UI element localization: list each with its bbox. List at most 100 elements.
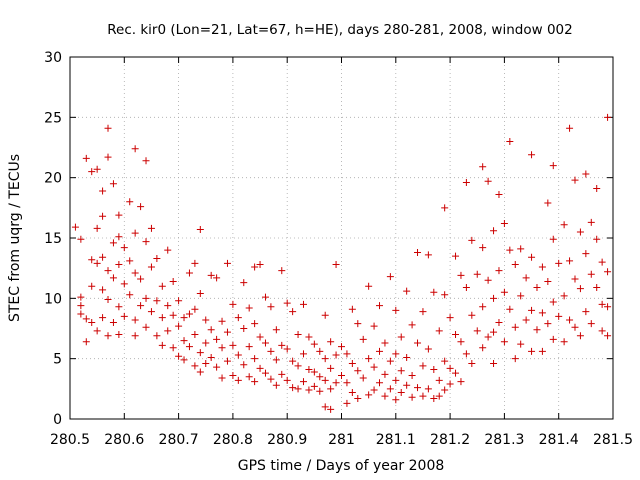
data-point [484, 177, 492, 185]
data-point [414, 384, 422, 392]
data-point [528, 151, 536, 159]
data-point [234, 351, 242, 359]
data-point [104, 296, 112, 304]
data-point [147, 263, 155, 271]
data-point [175, 352, 183, 360]
data-point [452, 252, 460, 260]
data-point [479, 303, 487, 311]
data-point [490, 294, 498, 302]
data-point [327, 405, 335, 413]
data-point [441, 386, 449, 394]
data-point [533, 283, 541, 291]
data-point [267, 303, 275, 311]
data-point [462, 178, 470, 186]
data-point [272, 326, 280, 334]
data-point [462, 283, 470, 291]
data-point [131, 269, 139, 277]
x-axis-label: GPS time / Days of year 2008 [238, 458, 445, 474]
data-point [245, 343, 253, 351]
data-point [338, 372, 345, 380]
data-point [256, 261, 264, 269]
data-point [376, 347, 384, 355]
data-point [555, 259, 563, 267]
data-point [343, 350, 351, 358]
data-point [511, 323, 519, 331]
data-point [251, 378, 259, 386]
data-point [538, 309, 546, 317]
data-point [283, 299, 291, 307]
data-point [218, 374, 226, 382]
data-point [321, 311, 329, 319]
data-point [202, 359, 210, 367]
data-point [299, 378, 307, 386]
data-point [566, 124, 574, 132]
data-point [218, 317, 226, 325]
data-point [104, 124, 112, 132]
data-point [435, 327, 443, 335]
data-point [289, 357, 297, 365]
data-point [153, 255, 161, 263]
data-point [598, 327, 606, 335]
data-point [278, 267, 286, 275]
data-point [430, 366, 438, 374]
data-point [479, 344, 487, 352]
data-point [435, 392, 443, 400]
data-point [522, 316, 530, 324]
data-point [381, 370, 389, 378]
data-point [576, 285, 584, 293]
data-point [327, 385, 335, 393]
data-point [213, 363, 221, 371]
data-point [359, 374, 367, 382]
data-point [370, 386, 378, 394]
data-point [164, 246, 172, 254]
data-point [223, 357, 231, 365]
data-point [267, 375, 275, 383]
data-point [343, 399, 351, 407]
data-point [560, 338, 568, 346]
data-point [299, 300, 307, 308]
data-point [495, 267, 503, 275]
data-point [164, 302, 172, 310]
data-point [370, 322, 378, 330]
data-point [305, 366, 313, 374]
data-point [196, 226, 204, 234]
data-point [115, 331, 123, 339]
data-point [403, 287, 411, 295]
data-point [457, 338, 465, 346]
data-point [191, 259, 199, 267]
data-point [604, 268, 612, 276]
data-point [99, 286, 107, 294]
data-point [441, 291, 449, 299]
data-point [261, 339, 269, 347]
data-point [571, 323, 579, 331]
data-point [126, 291, 134, 299]
data-point [446, 314, 454, 322]
data-point [441, 204, 449, 212]
data-point [310, 368, 318, 376]
data-point [484, 333, 492, 341]
data-point [245, 304, 253, 312]
data-point [392, 350, 400, 358]
x-tick-label: 280.8 [213, 432, 253, 448]
data-point [408, 321, 416, 329]
data-point [283, 376, 291, 384]
data-point [365, 391, 373, 399]
data-point [528, 253, 536, 261]
data-point [88, 282, 96, 290]
data-point [131, 229, 139, 237]
data-point [180, 337, 188, 345]
data-point [376, 379, 384, 387]
data-point [321, 403, 329, 411]
data-point [571, 176, 579, 184]
data-point [468, 359, 476, 367]
data-point [294, 331, 302, 339]
data-point [457, 378, 465, 386]
data-point [240, 279, 248, 287]
data-point [261, 369, 269, 377]
data-point [490, 359, 498, 367]
data-point [332, 379, 340, 387]
data-point [511, 355, 519, 363]
data-point [435, 376, 443, 384]
data-point [327, 338, 335, 346]
